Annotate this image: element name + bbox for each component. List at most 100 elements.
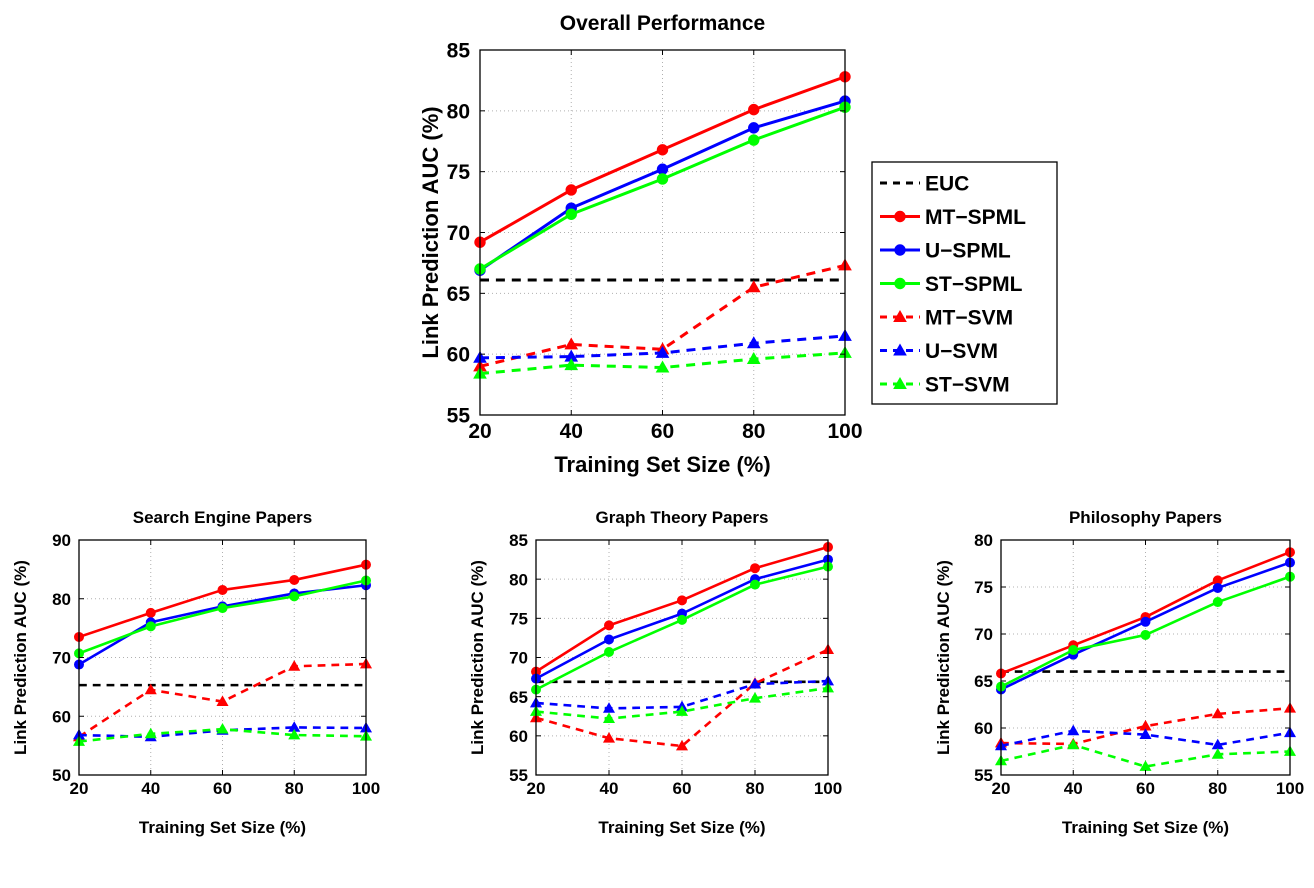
data-point [1067,738,1080,750]
legend-item: EUC [880,173,969,196]
chart-title: Search Engine Papers [133,508,313,527]
y-tick-label: 65 [509,688,528,707]
x-tick-label: 100 [352,779,380,798]
y-tick-label: 80 [447,100,470,123]
legend-item: ST−SPML [880,273,1023,296]
data-point [748,103,760,116]
y-tick-label: 60 [974,719,993,738]
chart-title: Graph Theory Papers [596,508,769,527]
data-point [1212,597,1223,608]
legend-label: EUC [925,173,969,196]
y-axis-label: Link Prediction AUC (%) [934,560,953,755]
series-line [535,679,829,710]
data-point [604,620,614,631]
x-tick-label: 80 [746,779,765,798]
data-point [748,692,762,703]
data-point [604,634,614,645]
legend-label: ST−SVM [925,374,1010,397]
data-point [677,614,687,625]
x-tick-label: 20 [468,420,491,443]
data-point [288,728,301,740]
y-tick-label: 70 [974,625,993,644]
legend-item: MT−SPML [880,206,1026,229]
x-tick-label: 20 [70,779,89,798]
y-tick-label: 85 [447,40,471,63]
x-tick-label: 100 [814,779,842,798]
x-tick-label: 80 [285,779,304,798]
data-point [675,705,689,716]
x-axis-label: Training Set Size (%) [139,818,306,837]
legend-item: ST−SVM [880,374,1010,397]
data-point [1211,707,1224,719]
y-tick-label: 65 [447,283,471,306]
data-point [746,280,761,293]
data-point [656,163,669,175]
legend-item: MT−SVM [880,307,1013,330]
data-point [216,695,229,706]
data-point [602,732,616,743]
chart-3: 20 40 60 80 100 55 60 65 70 75 80 85 Graph Theory Pa… [468,508,842,837]
chart-2: 20 40 60 80 100 50 60 70 80 90 Search Engine Paper… [11,508,380,837]
x-tick-label: 60 [651,420,674,443]
chart-4: 20 40 60 80 100 55 60 65 70 75 80 Philosophy Papers… [934,508,1304,837]
y-tick-label: 75 [447,161,471,184]
y-axis-label: Link Prediction AUC (%) [418,106,443,358]
y-tick-label: 75 [509,609,528,628]
data-point [289,574,300,585]
y-tick-label: 55 [974,766,993,785]
data-point [217,584,228,595]
data-point [602,702,616,713]
legend-item: U−SVM [880,340,998,363]
data-point [145,607,156,618]
legend-label: U−SVM [925,340,998,363]
y-tick-label: 60 [447,344,470,367]
y-axis-label: Link Prediction AUC (%) [11,560,30,755]
y-tick-label: 85 [509,531,528,550]
y-axis-label: Link Prediction AUC (%) [468,560,487,755]
x-tick-label: 80 [1208,779,1227,798]
legend-label: U−SPML [925,240,1011,263]
y-tick-label: 70 [447,222,470,245]
x-tick-label: 20 [527,779,546,798]
data-point [675,739,689,751]
data-point [748,122,760,134]
y-tick-label: 70 [52,649,71,668]
y-tick-label: 80 [52,590,71,609]
chart-title: Philosophy Papers [1069,508,1222,527]
x-axis-label: Training Set Size (%) [1062,818,1229,837]
legend-marker [893,343,907,356]
legend-label: MT−SPML [925,206,1026,229]
x-tick-label: 100 [1276,779,1304,798]
y-tick-label: 80 [974,531,993,550]
chart-1: 20 40 60 80 100 55 60 65 70 75 80 85 Overall Perform… [418,12,1058,477]
y-tick-label: 65 [974,672,993,691]
x-tick-label: 80 [742,420,765,443]
data-point [1067,724,1080,736]
data-point [144,683,157,695]
series-line [535,686,829,720]
data-point [144,727,157,739]
data-point [217,603,228,614]
data-point [1140,629,1151,640]
legend: EUC MT−SPML U−SPML ST−SPML MT−SVM U−SVM ST−SVM [871,161,1058,405]
y-tick-label: 60 [509,727,528,746]
x-tick-label: 40 [560,420,583,443]
data-point [564,337,579,350]
chart-title: Overall Performance [560,12,765,35]
x-tick-label: 40 [1064,779,1083,798]
data-point [602,712,616,723]
data-point [565,184,577,196]
data-point [750,579,760,590]
x-axis-label: Training Set Size (%) [554,452,770,477]
y-tick-label: 90 [52,531,71,550]
data-point [565,208,577,220]
data-point [656,144,669,156]
x-tick-label: 60 [213,779,232,798]
x-tick-label: 100 [827,420,862,443]
x-tick-label: 60 [673,779,692,798]
x-tick-label: 40 [600,779,619,798]
legend-marker [893,310,907,322]
data-point [145,621,156,632]
data-point [1211,748,1224,759]
